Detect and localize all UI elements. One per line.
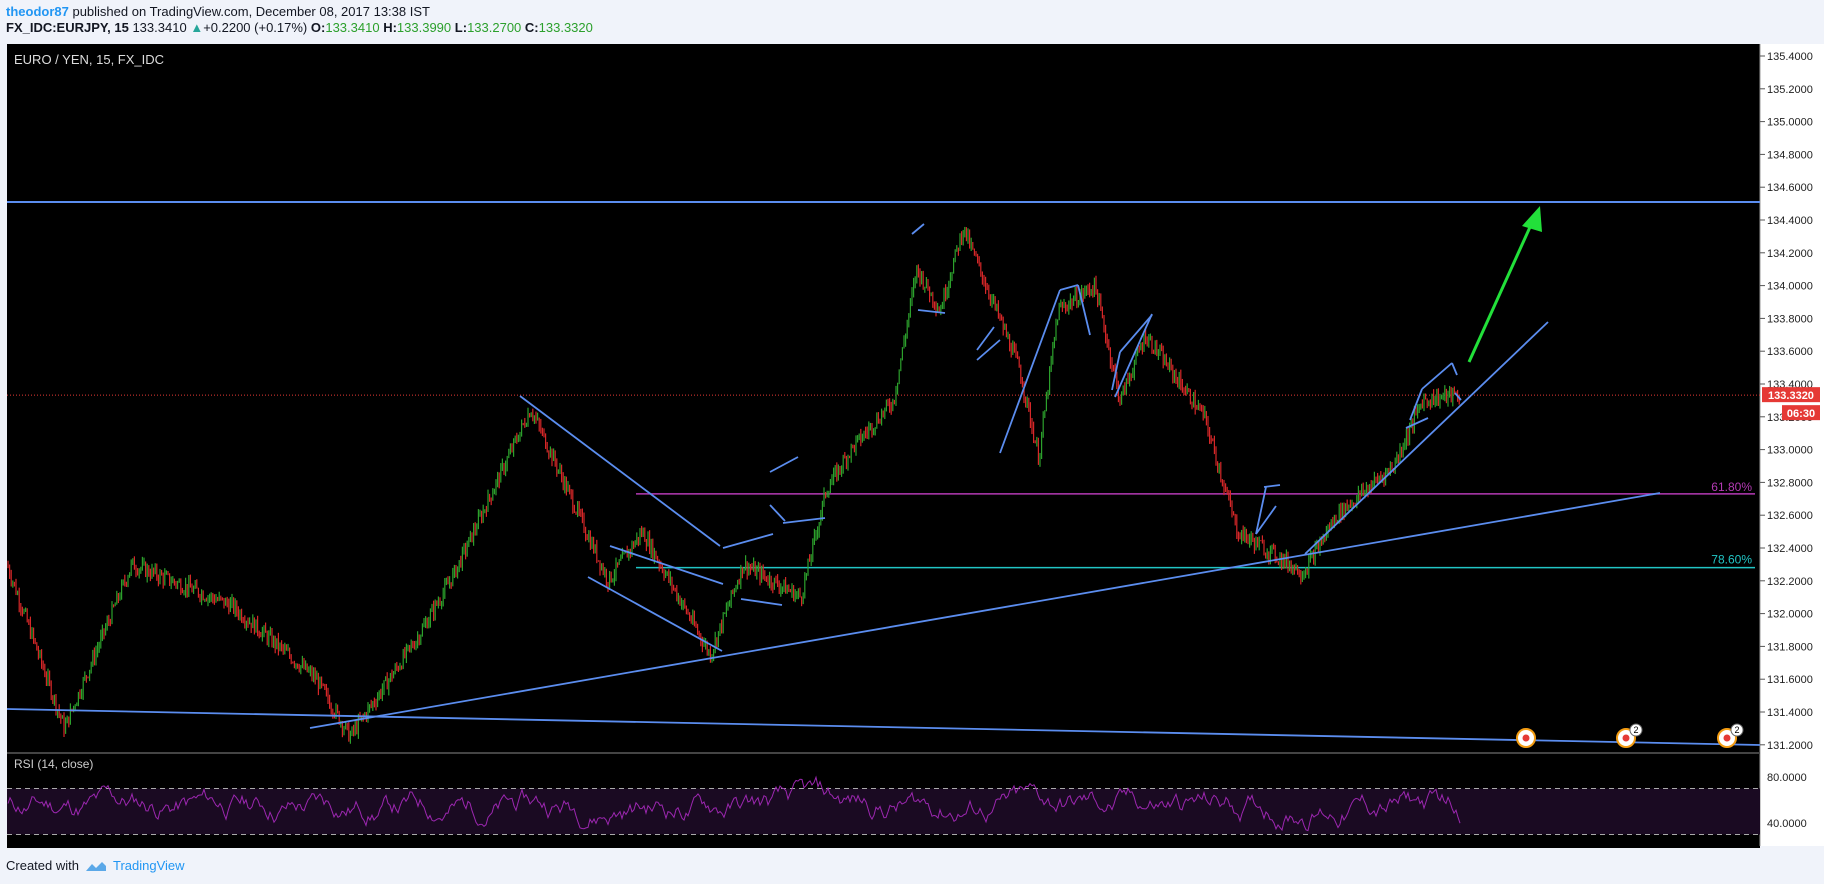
- price-tick-label: 131.4000: [1767, 707, 1813, 719]
- price-tick-label: 133.6000: [1767, 346, 1813, 358]
- fib-61-8-label: 61.80%: [1711, 480, 1752, 494]
- price-tick-label: 134.0000: [1767, 281, 1813, 293]
- price-tick-label: 134.4000: [1767, 215, 1813, 227]
- trendline: [911, 223, 925, 235]
- price-axis-bg: [1760, 44, 1824, 846]
- price-chart[interactable]: 135.4000 135.2000 135.0000 134.8000 134.6000…: [0, 42, 1824, 848]
- author-link[interactable]: theodor87: [6, 4, 69, 19]
- event-count-badge: [1730, 723, 1744, 737]
- countdown-tag-label: 06:30: [1787, 408, 1815, 420]
- fib-78-6-label: 78.60%: [1711, 553, 1752, 567]
- price-tick-label: 132.8000: [1767, 477, 1813, 489]
- target-arrow-shaft: [1467, 215, 1537, 363]
- publish-text: published on TradingView.com, December 0…: [72, 4, 430, 19]
- trendline: [769, 456, 799, 473]
- price-tick-label: 131.6000: [1767, 674, 1813, 686]
- open-label: O:: [310, 20, 326, 35]
- trendline: [609, 545, 724, 585]
- price-tick-label: 132.2000: [1767, 576, 1813, 588]
- price-tick-label: 133.8000: [1767, 313, 1813, 325]
- price-tick-label: 135.0000: [1767, 117, 1813, 129]
- economic-event-dot: [1723, 734, 1731, 742]
- countdown-tag: [1782, 405, 1820, 421]
- trendline: [1255, 486, 1267, 535]
- price-tick-label: 131.8000: [1767, 641, 1813, 653]
- price-tick-label: 134.6000: [1767, 182, 1813, 194]
- tradingview-logo-icon: [85, 861, 106, 871]
- chart-title: EURO / YEN, 15, FX_IDC: [14, 52, 164, 67]
- rsi-tick-label: 40.0000: [1767, 818, 1807, 830]
- tradingview-link[interactable]: TradingView: [112, 858, 185, 873]
- trendline: [722, 533, 774, 549]
- symbol-label: FX_IDC:EURJPY, 15: [6, 20, 129, 35]
- trendline: [1059, 284, 1079, 291]
- price-tick-label: 132.4000: [1767, 543, 1813, 555]
- price-tick-label: 134.8000: [1767, 149, 1813, 161]
- change-value: +0.2200 (+0.17%): [203, 20, 308, 35]
- close-label: C:: [524, 20, 539, 35]
- trendline: [782, 517, 826, 524]
- trendline: [1454, 392, 1462, 401]
- high-value: 133.3990: [396, 20, 452, 35]
- low-label: L:: [454, 20, 468, 35]
- trendline: [587, 576, 723, 652]
- rsi-tick-label: 80.0000: [1767, 772, 1807, 784]
- last-price-tag: [1762, 387, 1820, 403]
- rsi-line: [7, 775, 1461, 832]
- symbol-info: FX_IDC:EURJPY, 15 133.3410 ▲+0.2200 (+0.…: [6, 20, 593, 35]
- target-arrow-head: [1522, 206, 1542, 232]
- time-axis-bg: [7, 846, 1760, 848]
- trendline: [1119, 314, 1153, 353]
- trendline: [6, 708, 1761, 746]
- up-triangle-icon: ▲: [190, 20, 204, 35]
- price-tick-label: 134.2000: [1767, 248, 1813, 260]
- price-tick-label: 135.2000: [1767, 84, 1813, 96]
- price-tick-label: 132.6000: [1767, 510, 1813, 522]
- trendline: [976, 339, 1001, 361]
- price-tick-label: 132.0000: [1767, 609, 1813, 621]
- rsi-label: RSI (14, close): [14, 757, 93, 771]
- last-price-tag-label: 133.3320: [1768, 390, 1814, 402]
- event-count-badge: [1629, 723, 1643, 737]
- trendline: [519, 395, 721, 547]
- rsi-band-fill: [7, 788, 1760, 835]
- trendline: [1077, 284, 1091, 336]
- trendline: [1451, 362, 1458, 376]
- close-value: 133.3320: [538, 20, 593, 35]
- economic-event-dot: [1522, 734, 1530, 742]
- trendline: [1304, 321, 1549, 555]
- publish-info: theodor87 published on TradingView.com, …: [6, 4, 430, 19]
- trendline: [769, 504, 786, 522]
- last-price: 133.3410: [132, 20, 187, 35]
- trendline: [1405, 417, 1429, 429]
- trendline: [1409, 388, 1423, 421]
- open-value: 133.3410: [325, 20, 380, 35]
- trendline: [1255, 505, 1277, 535]
- trendline: [1111, 351, 1121, 391]
- main-pane-bg: [7, 44, 1760, 752]
- event-count-label: 2: [1633, 725, 1638, 735]
- event-count-label: 2: [1734, 725, 1739, 735]
- trendline: [1114, 313, 1153, 398]
- high-label: H:: [383, 20, 397, 35]
- trendline: [1421, 362, 1453, 390]
- trendline: [1263, 484, 1281, 488]
- economic-event-dot: [1622, 734, 1630, 742]
- footer: Created with TradingView: [6, 858, 185, 873]
- trendline: [740, 598, 783, 606]
- low-value: 133.2700: [467, 20, 522, 35]
- price-tick-label: 133.0000: [1767, 445, 1813, 457]
- trendline: [309, 492, 1661, 729]
- trendline: [976, 326, 995, 351]
- trendline: [999, 289, 1061, 454]
- trendline: [917, 309, 946, 314]
- candles-group: [7, 226, 1460, 744]
- price-tick-label: 131.2000: [1767, 740, 1813, 752]
- price-tick-label: 135.4000: [1767, 51, 1813, 63]
- created-with-text: Created with: [6, 858, 79, 873]
